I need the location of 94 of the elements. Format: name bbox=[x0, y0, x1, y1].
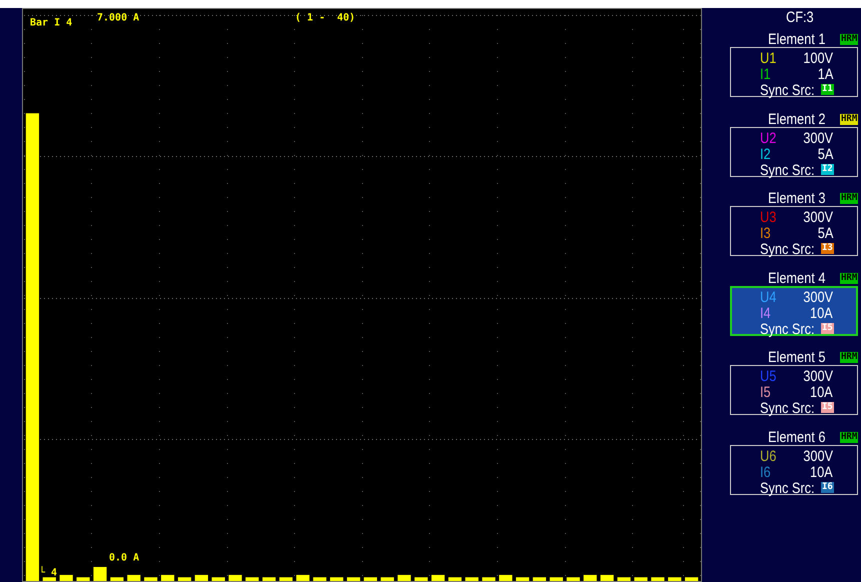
bar bbox=[414, 577, 428, 581]
bar bbox=[76, 577, 90, 581]
text: HRM bbox=[840, 352, 858, 364]
bar bbox=[398, 574, 411, 581]
bar bbox=[262, 577, 276, 581]
text: 300V bbox=[803, 448, 833, 465]
chart-title: Bar I 4 bbox=[30, 18, 72, 28]
text: HRM bbox=[840, 34, 858, 45]
bar bbox=[566, 577, 580, 581]
bar bbox=[617, 577, 631, 581]
bar bbox=[448, 577, 462, 581]
text: I4 bbox=[760, 304, 771, 322]
bar bbox=[212, 577, 225, 581]
bar bbox=[550, 577, 563, 581]
bar bbox=[228, 574, 242, 581]
text: 10A bbox=[810, 464, 833, 481]
bar bbox=[330, 577, 344, 581]
text: Element 1 bbox=[768, 31, 826, 48]
text: Element 5 bbox=[768, 349, 826, 366]
text: I6 bbox=[760, 464, 771, 481]
text: U2 bbox=[760, 130, 776, 147]
bar bbox=[516, 577, 530, 581]
bar bbox=[668, 577, 682, 581]
text: 300V bbox=[803, 209, 833, 226]
text: I3 bbox=[821, 243, 834, 254]
text: HRM bbox=[840, 432, 858, 443]
bar bbox=[194, 574, 208, 581]
bar bbox=[42, 577, 56, 581]
text: I6 bbox=[821, 482, 834, 493]
text: 10A bbox=[810, 384, 833, 402]
text: I1 bbox=[821, 84, 834, 95]
text: 5A bbox=[817, 146, 833, 163]
text: I5 bbox=[821, 322, 834, 334]
bar bbox=[431, 574, 445, 581]
text: Sync Src: bbox=[760, 320, 815, 338]
text: I1 bbox=[760, 66, 771, 83]
text: Sync Src: bbox=[760, 162, 815, 179]
bar bbox=[178, 577, 192, 581]
text: 100V bbox=[803, 50, 833, 67]
bar bbox=[364, 577, 378, 581]
bar bbox=[482, 577, 496, 581]
bar bbox=[532, 577, 546, 581]
text: I2 bbox=[821, 164, 834, 175]
text: Element 2 bbox=[768, 110, 826, 128]
text: I5 bbox=[821, 402, 834, 414]
bar bbox=[684, 577, 698, 581]
bar bbox=[110, 577, 124, 581]
bar bbox=[296, 574, 310, 581]
bar bbox=[499, 574, 512, 581]
bar bbox=[651, 577, 664, 581]
bar bbox=[26, 113, 40, 581]
bar bbox=[93, 566, 107, 581]
bar bbox=[584, 574, 597, 581]
bar bbox=[144, 577, 158, 581]
text: Sync Src: bbox=[760, 480, 815, 497]
bar bbox=[161, 574, 174, 581]
bar bbox=[279, 577, 293, 581]
bar bbox=[313, 577, 326, 581]
text: ( 1 - 40) bbox=[295, 12, 356, 24]
text: 1A bbox=[817, 66, 833, 83]
text: Element 4 bbox=[768, 270, 826, 287]
text: CF:3 bbox=[786, 9, 814, 26]
text: Element 6 bbox=[768, 429, 826, 446]
bar bbox=[600, 574, 614, 581]
text: HRM bbox=[840, 193, 858, 204]
text: Sync Src: bbox=[760, 241, 815, 258]
bar bbox=[60, 574, 73, 581]
bar bbox=[346, 577, 360, 581]
text: U4 bbox=[760, 288, 776, 306]
bar bbox=[634, 577, 648, 581]
text: 10A bbox=[810, 304, 833, 322]
text: I5 bbox=[760, 384, 771, 402]
text: U1 bbox=[760, 50, 776, 67]
text: Sync Src: bbox=[760, 400, 815, 418]
text: U3 bbox=[760, 209, 776, 226]
bar bbox=[465, 577, 478, 581]
annotation: 0.0 A bbox=[109, 552, 140, 564]
bar bbox=[380, 577, 394, 581]
text: HRM bbox=[840, 114, 858, 125]
text: Element 3 bbox=[768, 190, 826, 208]
text: HRM bbox=[840, 272, 858, 284]
text: 7.000 A bbox=[97, 12, 140, 24]
bar bbox=[246, 577, 259, 581]
text: 300V bbox=[803, 368, 833, 386]
text: 5A bbox=[817, 225, 833, 242]
annotation: └ 4 bbox=[39, 566, 58, 578]
text: I3 bbox=[760, 225, 771, 242]
text: I2 bbox=[760, 146, 771, 163]
text: 300V bbox=[803, 130, 833, 147]
text: Sync Src: bbox=[760, 82, 815, 99]
text: U5 bbox=[760, 368, 776, 386]
text: U6 bbox=[760, 448, 776, 465]
bar bbox=[127, 574, 140, 581]
text: 300V bbox=[803, 288, 833, 306]
